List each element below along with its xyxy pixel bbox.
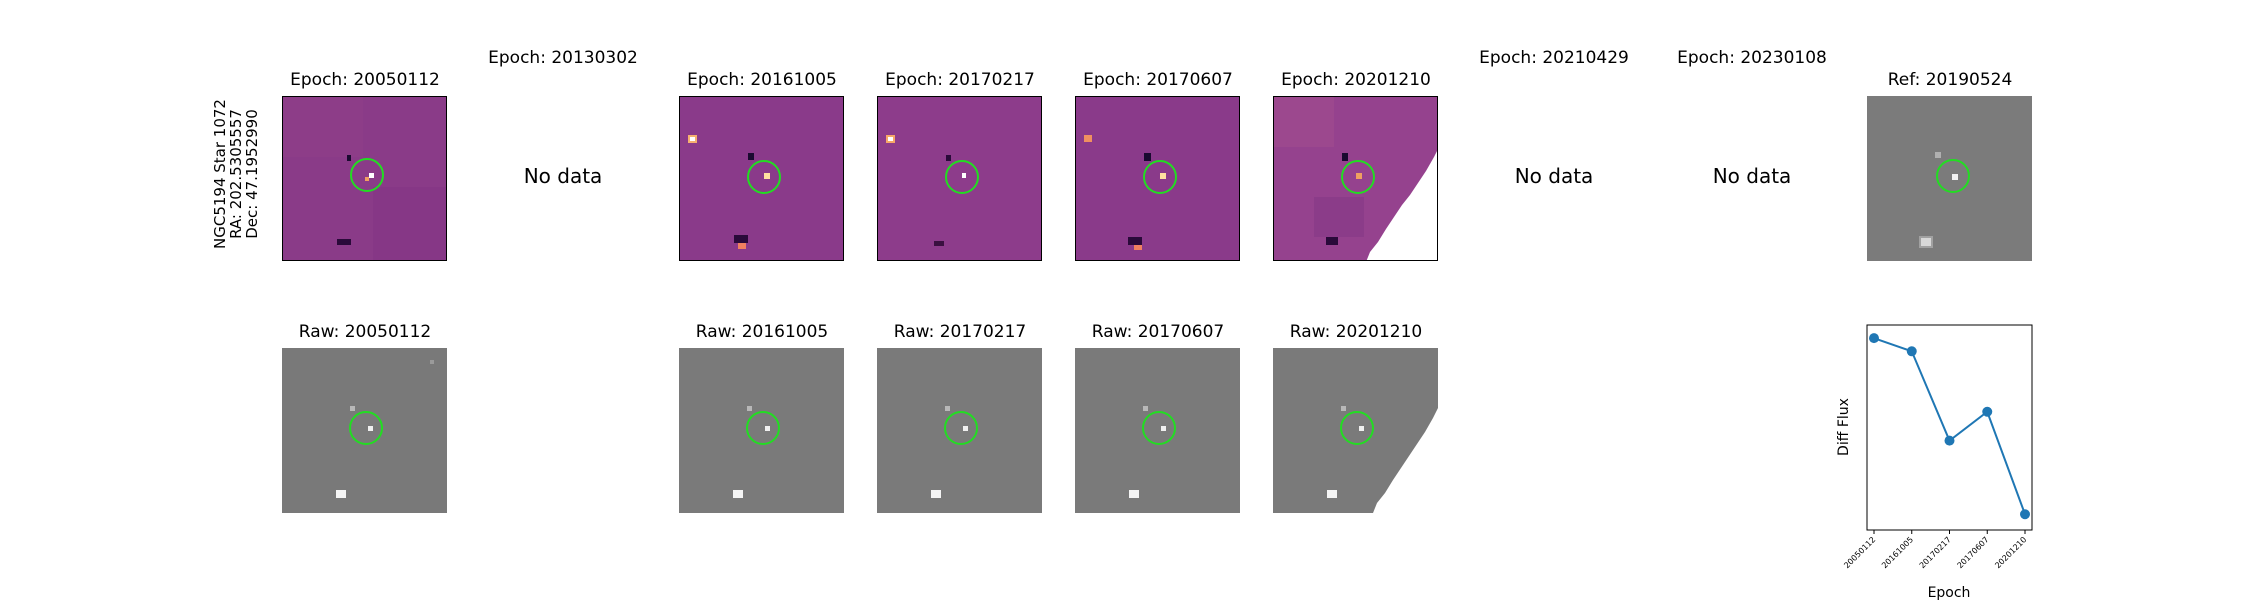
target-circle — [1143, 160, 1177, 194]
plot-frame — [1866, 324, 2033, 531]
star-dec: Dec: 47.1952990 — [243, 109, 261, 239]
diff-image-20050112 — [282, 96, 447, 261]
target-circle — [1340, 411, 1374, 445]
diff-title-7: Epoch: 20210429 — [1479, 48, 1629, 68]
target-circle — [944, 411, 978, 445]
target-circle — [1142, 411, 1176, 445]
diff-image-20161005 — [679, 96, 844, 261]
no-data-label-20230108: No data — [1712, 164, 1792, 188]
no-data-label-20210429: No data — [1514, 164, 1594, 188]
raw-title-5: Raw: 20170607 — [1091, 322, 1225, 342]
star-name: NGC5194 Star 1072 — [211, 99, 229, 249]
diff-title-3: Epoch: 20161005 — [687, 70, 837, 90]
x-tick-label-20170217: 20170217 — [1918, 535, 1953, 570]
raw-image-20170217 — [877, 348, 1042, 513]
raw-image-20050112 — [282, 348, 447, 513]
diff-title-5: Epoch: 20170607 — [1083, 70, 1233, 90]
data-point-20201210 — [2020, 509, 2030, 520]
diff-title-8: Epoch: 20230108 — [1677, 48, 1827, 68]
raw-image-20201210 — [1273, 348, 1438, 513]
data-point-20170607 — [1982, 406, 1993, 417]
ref-image-20190524 — [1867, 96, 2032, 261]
diff-image-20170217 — [877, 96, 1042, 261]
diff-title-6: Epoch: 20201210 — [1281, 70, 1431, 90]
target-circle — [1936, 159, 1970, 193]
star-info-label: NGC5194 Star 1072 RA: 202.5305557 Dec: 4… — [211, 99, 261, 249]
target-circle — [349, 411, 383, 445]
diff-title-1: Epoch: 20050112 — [290, 70, 440, 90]
ref-title: Ref: 20190524 — [1887, 70, 2013, 90]
x-tick-label-20170607: 20170607 — [1956, 535, 1991, 570]
raw-title-3: Raw: 20161005 — [695, 322, 829, 342]
raw-image-20170607 — [1075, 348, 1240, 513]
data-point-20161005 — [1906, 346, 1917, 357]
raw-image-20161005 — [679, 348, 844, 513]
diff-image-20201210 — [1273, 96, 1438, 261]
no-data-label-20130302: No data — [523, 164, 603, 188]
raw-title-6: Raw: 20201210 — [1289, 322, 1423, 342]
x-tick-label-20161005: 20161005 — [1880, 535, 1915, 570]
diff-image-20170607 — [1075, 96, 1240, 261]
light-curve-chart: 20050112 20161005 20170217 20170607 20201210… — [1836, 324, 2033, 600]
y-axis-label: Diff Flux — [1836, 398, 1852, 456]
diff-title-2: Epoch: 20130302 — [488, 48, 638, 68]
target-circle — [746, 411, 780, 445]
x-tick-label-20050112: 20050112 — [1842, 535, 1877, 570]
raw-title-4: Raw: 20170217 — [893, 322, 1027, 342]
data-point-20050112 — [1869, 333, 1879, 344]
data-point-20170217 — [1944, 435, 1955, 446]
raw-title-1: Raw: 20050112 — [298, 322, 432, 342]
target-circle — [747, 160, 781, 194]
target-circle — [350, 158, 384, 192]
x-axis-label: Epoch — [1928, 585, 1971, 600]
star-ra: RA: 202.5305557 — [227, 109, 245, 239]
target-circle — [1341, 160, 1375, 194]
x-tick-label-20201210: 20201210 — [1993, 535, 2028, 570]
diff-title-4: Epoch: 20170217 — [885, 70, 1035, 90]
target-circle — [945, 160, 979, 194]
